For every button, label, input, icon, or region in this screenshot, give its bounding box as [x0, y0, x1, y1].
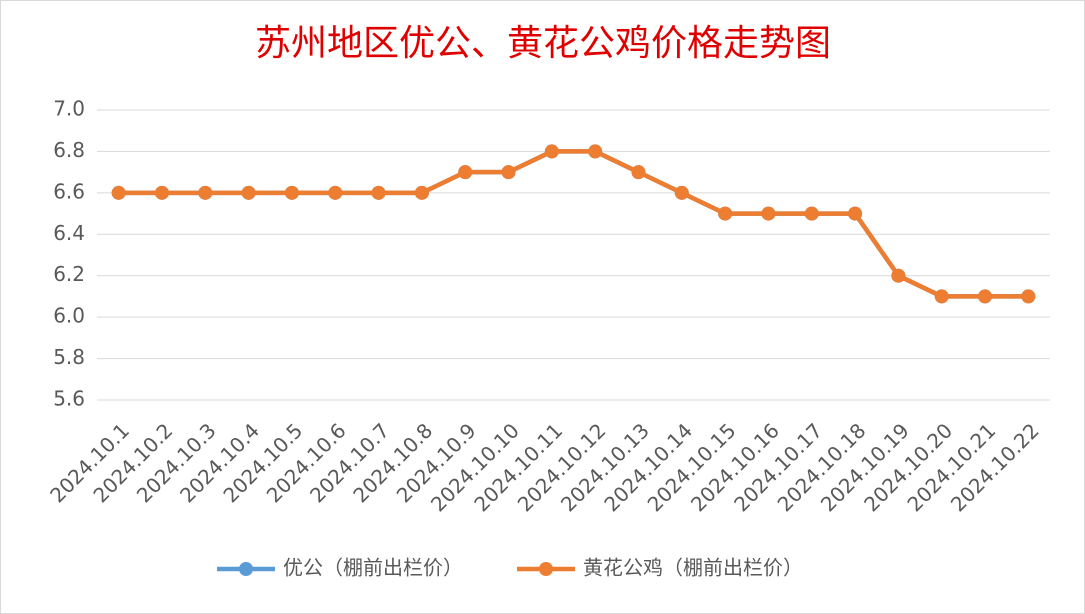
data-point — [458, 165, 473, 180]
data-point — [414, 185, 429, 200]
chart-title: 苏州地区优公、黄花公鸡价格走势图 — [255, 23, 831, 64]
data-point — [934, 289, 949, 304]
legend-label: 黄花公鸡（棚前出栏价） — [583, 556, 803, 580]
data-point — [588, 144, 603, 159]
data-point — [978, 289, 993, 304]
data-point — [631, 165, 646, 180]
legend-label: 优公（棚前出栏价） — [283, 556, 463, 580]
data-point — [284, 185, 299, 200]
series-line — [118, 149, 1029, 299]
y-tick-label: 7.0 — [53, 97, 85, 121]
data-point — [544, 144, 559, 159]
data-point — [1021, 289, 1036, 304]
y-tick-label: 5.6 — [53, 387, 85, 411]
data-point — [371, 185, 386, 200]
y-tick-label: 6.6 — [53, 179, 85, 203]
data-point — [891, 268, 906, 283]
legend-marker — [239, 562, 253, 576]
data-point — [674, 185, 689, 200]
data-point — [241, 185, 256, 200]
y-tick-label: 6.2 — [53, 262, 85, 286]
data-point — [111, 185, 126, 200]
y-tick-label: 6.0 — [53, 304, 85, 328]
legend-marker — [539, 562, 553, 576]
data-point — [804, 206, 819, 221]
y-tick-label: 5.8 — [53, 345, 85, 369]
data-point — [154, 185, 169, 200]
y-tick-label: 6.8 — [53, 138, 85, 162]
data-point — [718, 206, 733, 221]
data-point — [198, 185, 213, 200]
data-point — [848, 206, 863, 221]
y-tick-label: 6.4 — [53, 221, 85, 245]
data-point — [328, 185, 343, 200]
data-point — [501, 165, 516, 180]
data-point — [761, 206, 776, 221]
